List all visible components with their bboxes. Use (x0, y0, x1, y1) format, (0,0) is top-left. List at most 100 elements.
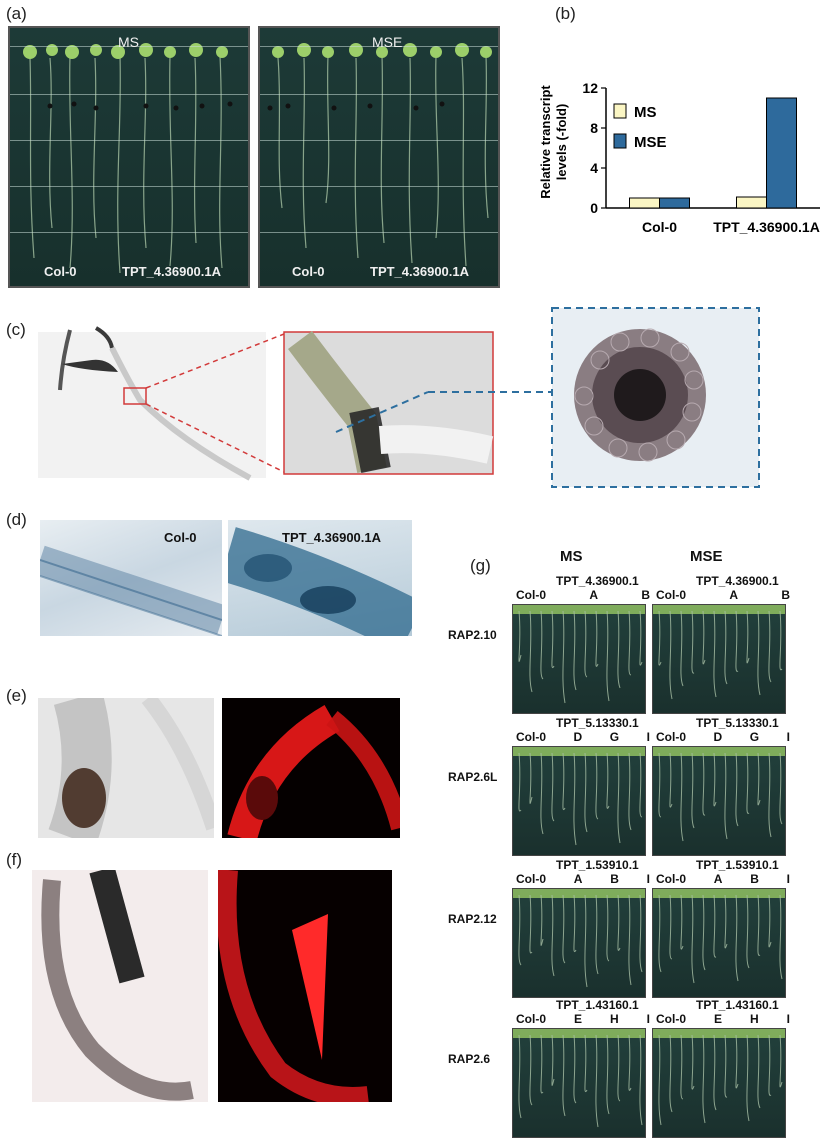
seedling-image (38, 332, 266, 478)
g-line-labels: Col-0 D G I (516, 730, 650, 744)
plate-mse: MSE Col-0 TPT_4.36900.1A (258, 26, 500, 288)
chart-ytick-label: 0 (590, 200, 598, 216)
seedling-roots-mse (267, 43, 492, 267)
g-col-header-ms: MS (560, 548, 583, 565)
g-line-label: Col-0 (516, 1012, 546, 1026)
g-line-label: I (786, 872, 790, 886)
g-line-labels: Col-0 E H I (656, 1012, 790, 1026)
g-tpt-label: TPT_5.13330.1 (696, 716, 779, 730)
g-line-label: H (609, 1012, 619, 1026)
chart-legend-swatch (613, 133, 627, 149)
gus-col0-label: Col-0 (164, 530, 197, 545)
g-plate (512, 746, 646, 856)
panel-f-label: (f) (6, 850, 23, 869)
g-line-label: G (749, 730, 760, 744)
chart-xtick-label: TPT_4.36900.1A (713, 219, 820, 235)
g-line-label: I (646, 1012, 650, 1026)
g-line-label: Col-0 (656, 1012, 686, 1026)
g-gene-label: RAP2.12 (448, 912, 497, 926)
g-line-labels: Col-0 A B (516, 588, 650, 602)
chart-bar-mse-1 (766, 97, 797, 209)
g-gene-label: RAP2.10 (448, 628, 497, 642)
g-line-labels: Col-0 A B I (516, 872, 650, 886)
chart-ytick-label: 4 (590, 160, 598, 176)
g-gene-label: RAP2.6L (448, 770, 498, 784)
gus-tpt-label: TPT_4.36900.1A (282, 530, 382, 545)
gus-stain-col0: Col-0 (40, 520, 222, 636)
g-gene-label: RAP2.6 (448, 1052, 491, 1066)
chart-xtick-label: Col-0 (642, 219, 677, 235)
g-line-label: A (729, 588, 738, 602)
panel-g-label: (g) (470, 556, 491, 575)
g-line-label: E (573, 1012, 582, 1026)
panel-b-label: (b) (555, 4, 576, 23)
g-line-label: A (589, 588, 598, 602)
chart-ytick-label: 12 (582, 80, 598, 96)
g-line-label: H (749, 1012, 759, 1026)
g-col-header-mse: MSE (690, 548, 723, 565)
g-line-label: A (573, 872, 583, 886)
panel-e-label: (e) (6, 686, 27, 705)
g-line-label: B (750, 872, 759, 886)
g-line-labels: Col-0 A B I (656, 872, 790, 886)
g-line-label: I (786, 730, 790, 744)
chart-ylabel-line1: Relative transcript (538, 85, 553, 199)
fluorescence-root-e (222, 698, 400, 838)
g-tpt-label: TPT_4.36900.1 (696, 574, 779, 588)
g-tpt-label: TPT_5.13330.1 (556, 716, 639, 730)
g-line-labels: Col-0 D G I (656, 730, 790, 744)
g-line-label: I (646, 730, 650, 744)
g-line-label: Col-0 (516, 872, 546, 886)
transcript-bar-chart: Relative transcript levels (-fold) 0 4 8 12… (538, 80, 820, 235)
plate-ms-left-label: Col-0 (44, 264, 77, 279)
g-tpt-label: TPT_1.53910.1 (556, 858, 639, 872)
panel-a-label: (a) (6, 4, 27, 23)
gus-stain-tpt: TPT_4.36900.1A (228, 520, 412, 636)
g-plate (652, 746, 786, 856)
chart-legend-label: MS (634, 104, 657, 121)
g-line-label: B (641, 588, 650, 602)
plate-mse-right-label: TPT_4.36900.1A (370, 264, 470, 279)
zoom-box (123, 387, 147, 405)
g-line-label: Col-0 (656, 872, 686, 886)
panel-c-figure (38, 307, 760, 488)
chart-bar-mse-0 (659, 197, 690, 209)
plate-mse-title: MSE (372, 34, 403, 50)
g-plate (652, 888, 786, 998)
g-line-label: G (609, 730, 620, 744)
g-line-label: Col-0 (656, 730, 686, 744)
chart-legend-swatch (613, 103, 627, 119)
g-plate (652, 1028, 786, 1138)
chart-legend-label: MSE (634, 134, 667, 151)
g-line-label: D (713, 730, 723, 744)
panel-d-label: (d) (6, 510, 27, 529)
plate-mse-left-label: Col-0 (292, 264, 325, 279)
g-plate (512, 604, 646, 714)
fluorescence-root-f (218, 870, 392, 1102)
g-tpt-label: TPT_1.43160.1 (556, 998, 639, 1012)
g-line-label: A (713, 872, 723, 886)
brightfield-root-f (32, 870, 208, 1102)
g-tpt-label: TPT_1.43160.1 (696, 998, 779, 1012)
g-line-labels: Col-0 E H I (516, 1012, 650, 1026)
g-plate (512, 1028, 646, 1138)
g-line-label: Col-0 (516, 588, 546, 602)
chart-bar-ms-0 (629, 197, 660, 209)
g-line-label: I (646, 872, 650, 886)
g-line-label: B (781, 588, 790, 602)
panel-c-label: (c) (6, 320, 26, 339)
g-line-label: I (786, 1012, 790, 1026)
g-line-label: Col-0 (656, 588, 686, 602)
g-plate (652, 604, 786, 714)
g-tpt-label: TPT_4.36900.1 (556, 574, 639, 588)
chart-ylabel-line2: levels (-fold) (554, 104, 569, 181)
chart-ytick-label: 8 (590, 120, 598, 136)
brightfield-root-e (38, 698, 214, 838)
seedling-roots-ms (23, 43, 233, 274)
plate-ms: MS Col-0 TPT_4.36900.1A (8, 26, 250, 288)
g-plate (512, 888, 646, 998)
plate-ms-right-label: TPT_4.36900.1A (122, 264, 222, 279)
g-line-labels: Col-0 A B (656, 588, 790, 602)
g-line-label: B (610, 872, 619, 886)
g-line-label: Col-0 (516, 730, 546, 744)
